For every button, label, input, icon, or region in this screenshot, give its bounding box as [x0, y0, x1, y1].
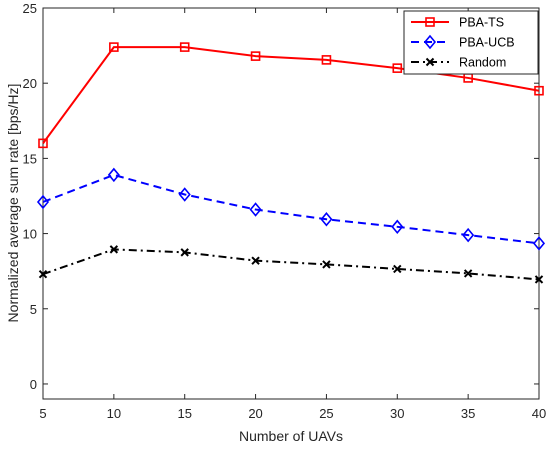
data-point-random	[393, 264, 402, 274]
x-tick-label: 40	[532, 406, 546, 421]
series-random	[38, 245, 544, 284]
data-point-random	[109, 245, 119, 254]
legend-label: PBA-UCB	[459, 36, 515, 50]
data-point-pba-ts	[38, 138, 48, 149]
series-layer	[36, 42, 546, 284]
x-tick-label: 25	[319, 406, 333, 421]
series-line-pba-ts	[42, 46, 540, 144]
data-point-pba-ts	[179, 42, 190, 52]
series-line-random	[42, 248, 540, 281]
data-point-pba-ts	[534, 85, 544, 96]
data-point-pba-ucb	[532, 236, 546, 251]
marker-stroke	[38, 269, 48, 279]
data-point-pba-ucb	[107, 167, 120, 183]
series-pba-ts	[38, 42, 544, 149]
x-axis-label: Number of UAVs	[239, 428, 343, 444]
data-point-random	[534, 275, 544, 284]
legend-item-random: Random	[411, 56, 506, 70]
legend-label: PBA-TS	[459, 16, 504, 30]
y-axis: 0 5 10 15 20 25	[23, 1, 539, 392]
legend-item-pba-ts: PBA-TS	[411, 16, 504, 30]
data-point-random	[463, 269, 473, 278]
x-axis: 5 10 15 20 25 30 35 40	[39, 8, 546, 421]
data-point-pba-ucb	[36, 194, 50, 210]
legend-item-pba-ucb: PBA-UCB	[411, 34, 515, 50]
x-tick-label: 5	[39, 406, 46, 421]
data-point-pba-ts	[109, 42, 119, 52]
y-tick-label: 20	[23, 76, 37, 91]
legend-marker	[425, 17, 435, 27]
y-tick-label: 15	[23, 151, 37, 166]
data-point-pba-ucb	[320, 212, 333, 227]
marker-stroke	[425, 57, 435, 67]
x-tick-label: 35	[461, 406, 475, 421]
x-tick-label: 10	[107, 406, 121, 421]
legend-marker	[425, 57, 435, 67]
legend-label: Random	[459, 56, 506, 70]
data-point-pba-ucb	[178, 187, 191, 202]
data-point-pba-ts	[321, 55, 332, 65]
marker-stroke	[322, 260, 331, 269]
data-point-random	[251, 256, 260, 265]
y-axis-label: Normalized average sum rate [bps/Hz]	[5, 84, 21, 323]
y-tick-label: 10	[23, 227, 37, 242]
data-point-random	[38, 269, 48, 279]
data-point-random	[180, 248, 189, 257]
marker-stroke	[251, 256, 260, 265]
x-tick-label: 30	[390, 406, 404, 421]
data-point-pba-ucb	[462, 227, 475, 243]
series-pba-ucb	[36, 167, 546, 251]
marker-stroke	[393, 264, 402, 274]
y-tick-label: 0	[30, 377, 37, 392]
x-tick-label: 20	[248, 406, 262, 421]
data-point-pba-ts	[392, 63, 403, 73]
y-tick-label: 25	[23, 1, 37, 16]
data-point-pba-ucb	[391, 219, 404, 235]
marker-stroke	[463, 269, 473, 278]
y-tick-label: 5	[30, 302, 37, 317]
x-tick-label: 15	[177, 406, 191, 421]
legend: PBA-TS PBA-UCB Random	[403, 10, 539, 75]
data-point-random	[322, 260, 331, 269]
legend-marker	[423, 34, 437, 50]
data-point-pba-ucb	[249, 202, 262, 217]
marker-stroke	[534, 275, 544, 284]
marker-stroke	[109, 245, 119, 254]
data-point-pba-ts	[250, 51, 261, 61]
marker-stroke	[180, 248, 189, 257]
